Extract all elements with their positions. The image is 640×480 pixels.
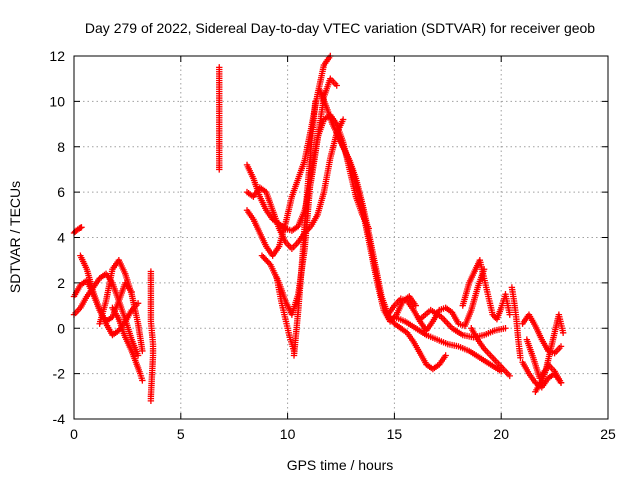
data-series-arc-7 (147, 268, 157, 405)
x-tick-label: 20 (493, 426, 509, 442)
y-tick-label: 2 (57, 275, 65, 291)
y-axis-label: SDTVAR / TECUs (7, 181, 23, 293)
data-point (339, 116, 347, 123)
x-tick-label: 5 (177, 426, 185, 442)
data-series-arc-17 (384, 266, 488, 334)
tick-label-layer: 0 5 10 15 20 25 -4 -2 0 2 4 6 8 10 12 (49, 48, 616, 442)
x-tick-label: 10 (280, 426, 296, 442)
data-point (78, 224, 85, 231)
data-point (442, 352, 449, 359)
x-tick-label: 0 (70, 426, 78, 442)
data-series-arc-22 (508, 284, 524, 361)
data-layer (70, 52, 567, 405)
chart-title: Day 279 of 2022, Sidereal Day-to-day VTE… (85, 20, 595, 36)
y-tick-label: 4 (57, 230, 65, 246)
x-tick-label: 25 (600, 426, 616, 442)
y-tick-label: 6 (57, 184, 65, 200)
data-point (333, 82, 340, 89)
data-series-arc-5 (96, 256, 146, 355)
y-tick-label: 8 (57, 139, 65, 155)
data-series-arc-1 (70, 224, 85, 237)
x-tick-label: 15 (387, 426, 403, 442)
y-tick-label: -2 (53, 366, 66, 382)
data-point (139, 377, 146, 384)
data-series-arc-26 (532, 361, 565, 395)
x-axis-label: GPS time / hours (287, 457, 394, 473)
plot-frame (73, 55, 609, 420)
data-point (216, 166, 223, 173)
data-point (559, 329, 567, 336)
data-point (557, 379, 565, 386)
y-tick-label: -4 (53, 411, 66, 427)
data-point (506, 372, 513, 380)
data-series-arc-8 (216, 64, 223, 173)
data-series-arc-6 (109, 304, 146, 384)
data-point (147, 397, 155, 405)
data-series-arc-18 (391, 313, 505, 375)
y-tick-label: 10 (49, 93, 65, 109)
data-series-arc-14 (290, 98, 319, 359)
data-point (134, 352, 142, 359)
data-series-arc-25 (523, 311, 567, 382)
data-point (502, 325, 509, 332)
data-point (412, 302, 419, 309)
data-series-arc-21 (468, 325, 513, 380)
data-point (517, 354, 524, 361)
y-tick-label: 0 (57, 320, 65, 336)
data-point (312, 98, 319, 105)
data-point (557, 343, 565, 350)
grid-layer (74, 56, 608, 419)
data-point (506, 311, 513, 318)
y-tick-label: 12 (49, 48, 65, 64)
data-point (139, 347, 146, 355)
data-series-arc-20 (459, 256, 513, 323)
